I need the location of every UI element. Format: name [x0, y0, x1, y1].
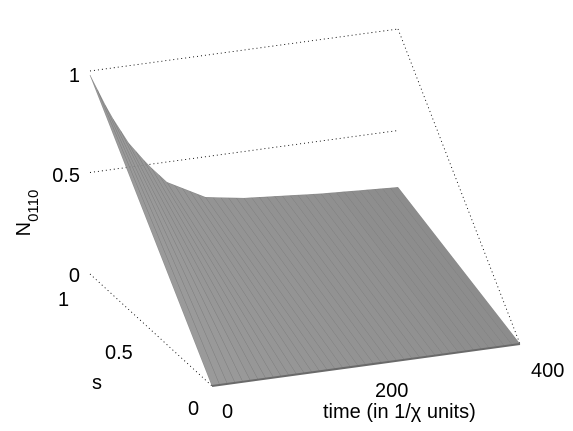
z-axis-label-main: N [13, 222, 35, 236]
grid-line [89, 28, 399, 72]
s-axis-label: s [92, 372, 102, 394]
surface [89, 75, 521, 387]
s-tick-label: 1 [58, 289, 69, 311]
time-tick-label: 400 [531, 360, 564, 382]
grid-lines [89, 28, 521, 387]
z-axis-label: N0110 [13, 190, 42, 237]
z-tick-label: 1 [69, 65, 80, 87]
s-tick-label: 0.5 [105, 342, 133, 364]
grid-line [397, 28, 521, 345]
z-tick-label: 0 [69, 265, 80, 287]
time-axis-label: time (in 1/χ units) [323, 401, 476, 423]
time-tick-label: 0 [222, 401, 233, 423]
surface-front-edge [211, 343, 521, 387]
svg-text:N0110: N0110 [13, 190, 42, 237]
z-tick-label: 0.5 [52, 165, 80, 187]
time-tick-label: 200 [375, 380, 408, 402]
z-axis-label-subscript: 0110 [25, 190, 42, 222]
s-tick-label: 0 [188, 398, 199, 420]
